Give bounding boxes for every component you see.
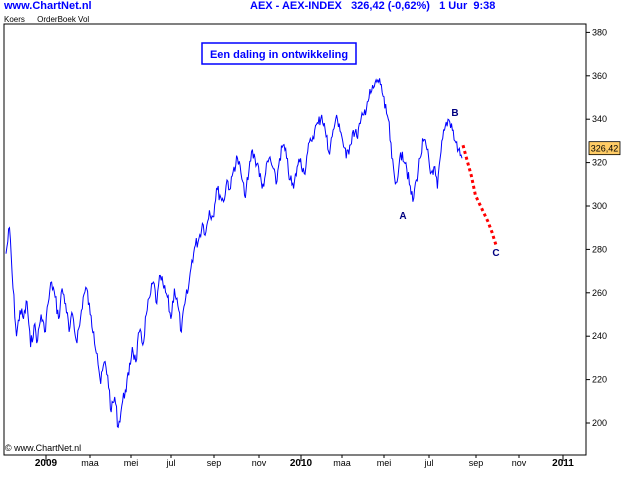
x-tick-label: maa [333, 458, 351, 468]
x-tick-label: nov [252, 458, 267, 468]
y-tick-label: 380 [592, 27, 607, 37]
x-tick-label: sep [207, 458, 222, 468]
annotation-title: Een daling in ontwikkeling [210, 49, 348, 61]
y-tick-label: 360 [592, 71, 607, 81]
tab-koers[interactable]: Koers [4, 15, 25, 24]
symbol-name: AEX - AEX-INDEX [250, 0, 342, 12]
chart-title-line: AEX - AEX-INDEX 326,42 (-0,62%) 1 Uur 9:… [250, 0, 495, 12]
x-tick-label: mei [124, 458, 139, 468]
y-tick-label: 320 [592, 158, 607, 168]
chart-header: www.ChartNet.nl AEX - AEX-INDEX 326,42 (… [0, 0, 625, 12]
last-price-tag [588, 141, 621, 156]
wave-label-c: C [492, 248, 499, 259]
y-tick-label: 340 [592, 114, 607, 124]
quote-value: 326,42 (-0,62%) [351, 0, 430, 12]
site-name[interactable]: www.ChartNet.nl [4, 0, 92, 12]
x-tick-label: nov [512, 458, 527, 468]
x-tick-label: jul [165, 458, 175, 468]
wave-label-b: B [451, 108, 458, 119]
x-tick-label: 2010 [290, 458, 313, 469]
chart-tabs: Koers OrderBoek Vol [4, 15, 99, 24]
copyright-text: © www.ChartNet.nl [5, 443, 81, 453]
projection-line [461, 144, 498, 246]
y-tick-label: 260 [592, 288, 607, 298]
interval-label: 1 Uur [439, 0, 468, 12]
x-tick-label: 2011 [552, 458, 574, 469]
x-tick-label: maa [81, 458, 99, 468]
y-tick-label: 220 [592, 375, 607, 385]
last-price-label: 326,42 [591, 144, 619, 154]
price-series-line [5, 78, 463, 429]
y-tick-label: 300 [592, 201, 607, 211]
y-tick-label: 200 [592, 418, 607, 428]
x-tick-label: jul [423, 458, 433, 468]
y-tick-label: 240 [592, 331, 607, 341]
time-label: 9:38 [473, 0, 496, 12]
x-tick-label: sep [469, 458, 484, 468]
plot-frame [3, 23, 587, 456]
annotation-box [201, 42, 357, 65]
tab-orderboek[interactable]: OrderBoek Vol [37, 15, 90, 24]
x-tick-label: mei [377, 458, 392, 468]
wave-label-a: A [399, 211, 406, 222]
y-tick-label: 280 [592, 244, 607, 254]
x-tick-label: 2009 [35, 458, 58, 469]
